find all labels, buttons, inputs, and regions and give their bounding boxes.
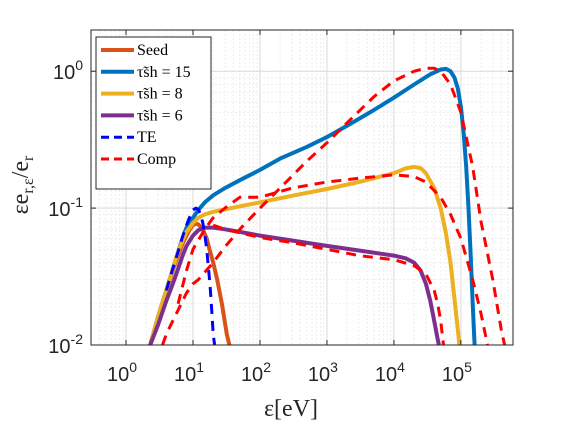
x-tick-label: 104 (375, 359, 405, 386)
plot-frame (90, 29, 514, 346)
legend-label: τ̃sh = 6 (137, 107, 183, 124)
x-tick-label: 103 (308, 359, 338, 386)
series-layer (148, 66, 507, 345)
series-line-4 (164, 206, 217, 345)
series-line-2 (148, 164, 462, 345)
x-tick-label: 101 (174, 359, 204, 386)
legend: Seed τ̃sh = 15 τ̃sh = 8 τ̃sh = 6 TE Comp (95, 36, 212, 190)
legend-label: Seed (137, 42, 168, 59)
legend-box (95, 36, 212, 190)
x-tick-label: 105 (442, 359, 472, 386)
legend-label: TE (137, 129, 157, 146)
x-tick-label: 102 (241, 359, 271, 386)
y-axis-label: εer,ε/er (8, 155, 37, 214)
x-axis-label: ε[eV] (264, 396, 318, 422)
y-tick-label: 100 (53, 57, 83, 84)
ticks: 100 101 102 103 104 105 10-2 10-1 100 (48, 30, 513, 386)
y-tick-label: 10-1 (48, 194, 83, 221)
legend-label: τ̃sh = 8 (137, 86, 183, 103)
legend-label: Comp (137, 151, 176, 168)
series-line-5 (161, 66, 507, 345)
x-tick-label: 100 (107, 359, 137, 386)
legend-label: τ̃sh = 15 (137, 64, 191, 81)
y-tick-label: 10-2 (48, 331, 83, 358)
